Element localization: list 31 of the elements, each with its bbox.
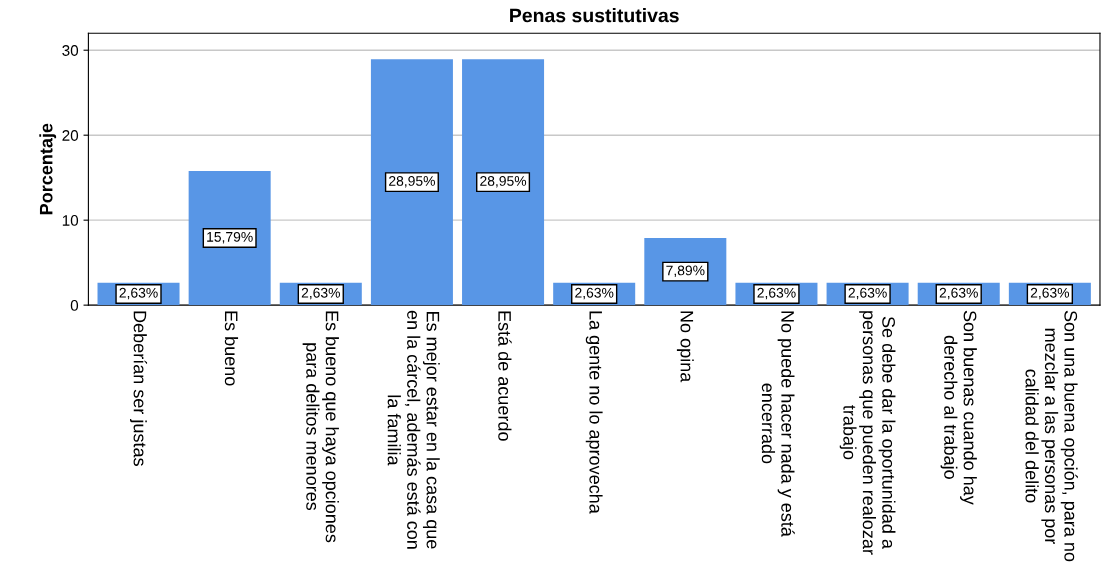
data-label: 15,79%	[207, 231, 253, 244]
y-tick-label: 20	[62, 130, 79, 141]
data-label: 2,63%	[939, 287, 978, 300]
bar	[370, 59, 453, 306]
data-label: 2,63%	[757, 287, 796, 300]
x-tick-label: No puede hacer nada y está encerrado	[761, 311, 795, 537]
x-tick-label: Es bueno que haya opciones para delitos menores	[302, 311, 339, 543]
y-tick-label: 0	[70, 300, 79, 311]
y-tick-label: 10	[62, 215, 79, 226]
y-tick-label: 30	[62, 45, 79, 56]
data-label: 28,95%	[389, 176, 435, 188]
x-tick-label: Son buenas cuando hay derecho al trabajo	[940, 310, 977, 505]
x-tick-label: Son una buena opción, para no mezclar a las personas por calidad del delito	[1025, 310, 1078, 562]
y-axis-title: Porcentaje	[39, 123, 57, 215]
x-tick-label: Es mejor estar en la casa que en la cárcel, además está con la familia	[387, 310, 440, 549]
x-tick-label: Es bueno	[224, 311, 239, 386]
bar	[188, 170, 271, 306]
data-label: 28,95%	[480, 176, 527, 188]
x-tick-label: Se debe dar la oportunidad a personas que pueden realozar trabajo	[839, 311, 896, 555]
chart-title: Penas sustitutivas	[510, 8, 679, 23]
data-label: 2,63%	[575, 287, 614, 300]
x-tick-label: Está de acuerdo	[498, 311, 512, 441]
data-label: 7,89%	[666, 265, 705, 277]
x-tick-label: La gente no lo aprovecha	[585, 311, 603, 514]
data-label: 2,63%	[119, 287, 158, 300]
data-label: 2,63%	[848, 287, 887, 300]
x-tick-label: No opina	[676, 311, 694, 383]
data-label: 2,63%	[301, 287, 340, 300]
bar	[462, 59, 545, 306]
data-label: 2,63%	[1030, 287, 1070, 300]
x-tick-label: Deberían ser justas	[130, 311, 148, 466]
